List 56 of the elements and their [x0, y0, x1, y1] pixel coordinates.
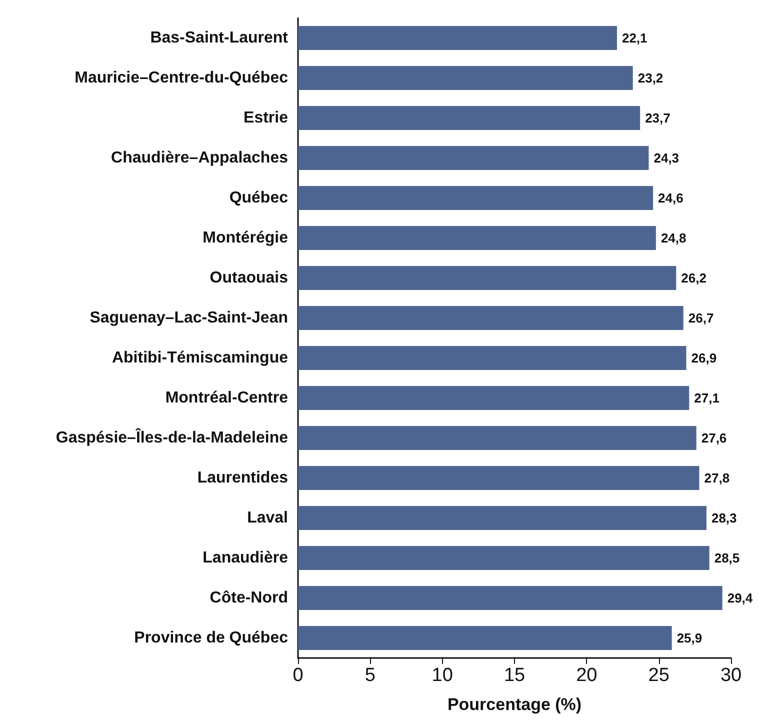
data-label: 26,7 [688, 310, 714, 326]
data-label: 24,8 [660, 230, 686, 246]
x-axis-title: Pourcentage (%) [447, 695, 582, 714]
bar [298, 426, 696, 450]
data-label: 28,3 [711, 510, 737, 526]
bar [298, 106, 640, 130]
y-tick-label: Abitibi-Témiscamingue [112, 350, 288, 366]
y-tick-label: Gaspésie–Îles-de-la-Madeleine [56, 428, 288, 446]
x-tick-label: 20 [576, 665, 598, 686]
data-label: 26,2 [681, 270, 706, 286]
y-tick-label: Côte-Nord [210, 590, 288, 606]
bar [298, 26, 617, 50]
y-tick-label: Saguenay–Lac-Saint-Jean [90, 310, 288, 326]
bar [298, 66, 633, 90]
bar [298, 346, 686, 370]
data-label: 24,3 [654, 150, 680, 166]
bar [298, 626, 672, 650]
x-tick-label: 10 [432, 665, 453, 686]
data-label: 25,9 [676, 630, 702, 646]
y-tick-label: Laval [247, 510, 288, 526]
bar [298, 226, 656, 250]
bar [298, 186, 654, 210]
y-tick-label: Laurentides [197, 470, 288, 486]
data-label: 23,2 [638, 70, 664, 86]
data-label: 22,1 [622, 30, 648, 46]
bar [298, 306, 684, 330]
y-tick-label: Bas-Saint-Laurent [150, 30, 289, 46]
data-label: 28,5 [714, 550, 740, 566]
y-tick-label: Lanaudière [202, 550, 288, 566]
y-tick-label: Estrie [244, 110, 288, 126]
bar [298, 546, 710, 570]
x-tick-label: 5 [364, 665, 376, 686]
data-label: 24,6 [658, 190, 684, 206]
x-tick-label: 25 [648, 665, 670, 686]
y-tick-label: Outaouais [210, 270, 288, 286]
x-tick-label: 15 [504, 665, 526, 686]
bar [298, 386, 690, 410]
bar [298, 146, 649, 170]
y-tick-label: Montérégie [202, 230, 288, 246]
y-tick-label: Province de Québec [134, 630, 288, 646]
bar [298, 466, 700, 490]
y-tick-label: Mauricie–Centre-du-Québec [74, 70, 288, 86]
data-label: 27,6 [701, 430, 727, 446]
bar [298, 506, 706, 530]
data-label: 26,9 [691, 350, 717, 366]
y-tick-label: Chaudière–Appalaches [111, 150, 288, 166]
data-label: 29,4 [727, 590, 754, 606]
y-tick-label: Québec [229, 190, 288, 206]
bar [298, 266, 676, 290]
x-tick-label: 30 [720, 665, 742, 686]
data-label: 27,8 [704, 470, 730, 486]
bar [298, 586, 722, 610]
data-label: 27,1 [694, 390, 720, 406]
x-tick-label: 0 [292, 665, 304, 686]
data-label: 23,7 [645, 110, 670, 126]
y-tick-label: Montréal-Centre [165, 390, 288, 406]
